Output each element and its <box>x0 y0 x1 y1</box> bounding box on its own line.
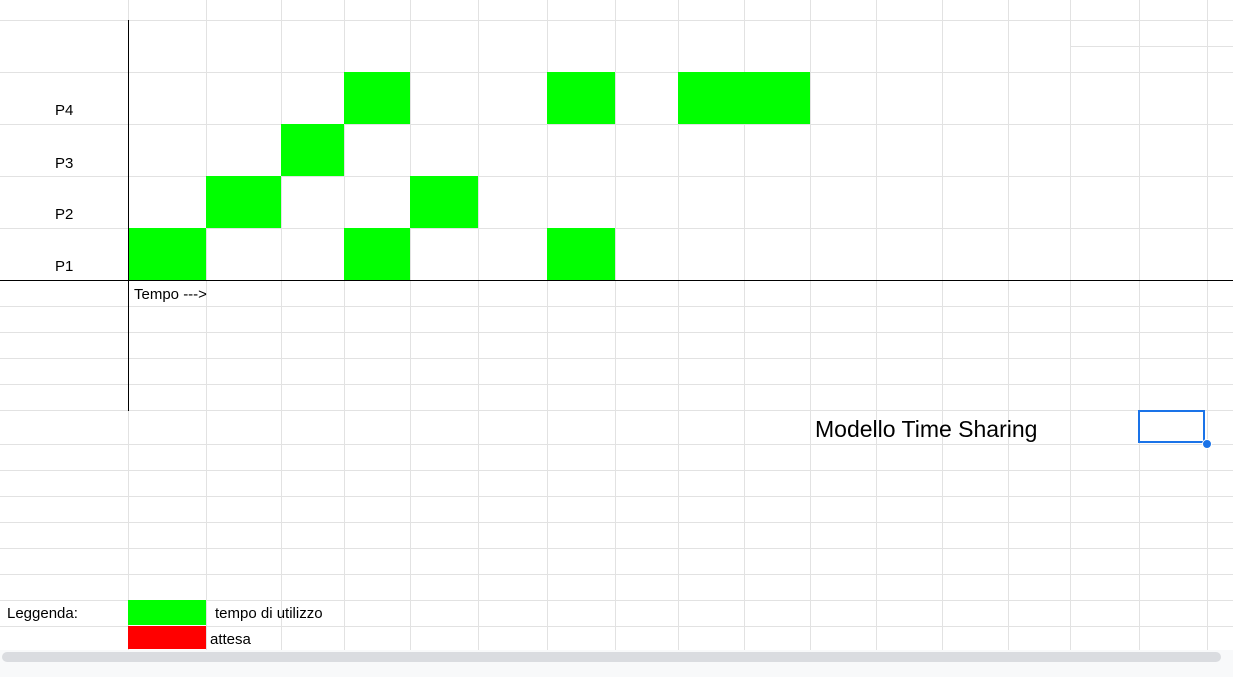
grid-row-line <box>0 384 1233 385</box>
usage-block-p2 <box>206 176 281 228</box>
row-label-p3: P3 <box>55 155 74 172</box>
grid-column-line <box>810 0 811 650</box>
grid-row-line <box>0 496 1233 497</box>
grid-column-line <box>678 0 679 650</box>
grid-row-line <box>0 600 1233 601</box>
grid-row-line <box>0 332 1233 333</box>
grid-column-line <box>615 0 616 650</box>
grid-column-line <box>206 0 207 650</box>
spreadsheet-grid[interactable]: P4 P3 P2 P1 Tempo ---> Modello Time Shar… <box>0 0 1233 650</box>
time-axis-label: Tempo ---> <box>134 286 207 303</box>
usage-block-p1 <box>128 228 206 280</box>
usage-block-p2 <box>410 176 478 228</box>
legend-label-wait: attesa <box>210 631 251 648</box>
grid-row-line <box>0 574 1233 575</box>
grid-column-line <box>942 0 943 650</box>
grid-row-line <box>0 20 1233 21</box>
grid-column-line <box>876 0 877 650</box>
grid-row-line <box>0 626 1233 627</box>
chart-title: Modello Time Sharing <box>815 416 1038 442</box>
grid-column-line <box>344 0 345 650</box>
process-axis-line <box>128 20 129 411</box>
grid-column-line <box>478 0 479 650</box>
grid-column-line <box>744 0 745 650</box>
grid-row-line <box>0 444 1233 445</box>
grid-row-line <box>0 176 1233 177</box>
usage-block-p4 <box>344 72 410 124</box>
usage-block-p3 <box>281 124 344 176</box>
selected-cell[interactable] <box>1138 410 1205 443</box>
usage-block-p4 <box>547 72 615 124</box>
horizontal-scrollbar[interactable] <box>0 650 1233 677</box>
usage-block-p1 <box>344 228 410 280</box>
grid-row-line <box>0 548 1233 549</box>
row-label-p4: P4 <box>55 102 74 119</box>
grid-column-line <box>1207 0 1208 650</box>
grid-row-line <box>0 470 1233 471</box>
legend-swatch-wait <box>128 626 206 649</box>
grid-column-line <box>281 0 282 650</box>
time-axis-line <box>0 280 1233 281</box>
usage-block-p1 <box>547 228 615 280</box>
legend-heading: Leggenda: <box>7 605 78 622</box>
grid-row-line <box>0 72 1233 73</box>
grid-column-line <box>1139 0 1140 650</box>
fill-handle[interactable] <box>1202 439 1212 449</box>
row-label-p2: P2 <box>55 206 74 223</box>
grid-row-line <box>0 522 1233 523</box>
usage-block-p4 <box>678 72 810 124</box>
grid-column-line <box>547 0 548 650</box>
grid-row-line <box>0 306 1233 307</box>
grid-column-line <box>1008 0 1009 650</box>
grid-row-line <box>0 410 1233 411</box>
grid-row-line <box>0 228 1233 229</box>
grid-column-line <box>410 0 411 650</box>
legend-label-usage: tempo di utilizzo <box>215 605 323 622</box>
grid-row-line <box>0 358 1233 359</box>
horizontal-scrollbar-thumb[interactable] <box>2 652 1221 662</box>
grid-row-line <box>0 124 1233 125</box>
grid-row-line <box>1070 46 1233 47</box>
row-label-p1: P1 <box>55 258 74 275</box>
legend-swatch-usage <box>128 600 206 625</box>
grid-column-line <box>1070 0 1071 650</box>
